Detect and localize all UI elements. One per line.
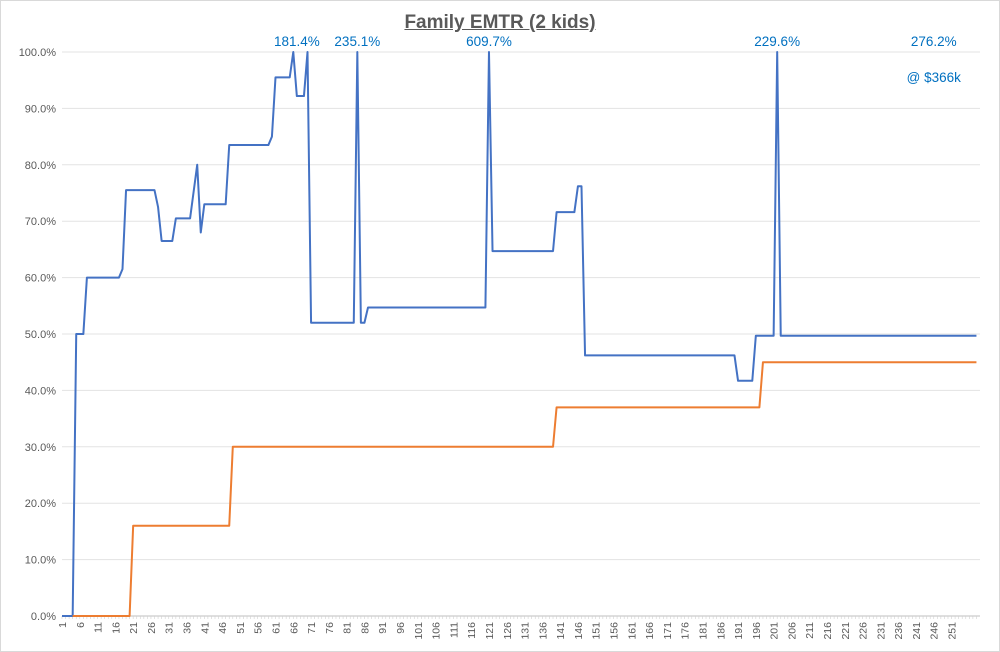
- x-tick-label: 206: [786, 622, 798, 640]
- y-tick-label: 50.0%: [25, 329, 56, 341]
- y-tick-label: 60.0%: [25, 273, 56, 285]
- annotation-label: 276.2%: [911, 34, 957, 49]
- x-tick-label: 126: [502, 622, 514, 640]
- x-tick-label: 241: [911, 622, 923, 640]
- x-tick-label: 6: [75, 622, 87, 628]
- y-tick-label: 30.0%: [25, 442, 56, 454]
- x-tick-label: 201: [769, 622, 781, 640]
- x-axis: 1 6 11 16 21 26 31 36 41 46 51 56 61 66 71 76 81 86 91 96 10…: [57, 616, 977, 640]
- x-tick-label: 246: [929, 622, 941, 640]
- y-tick-label: 0.0%: [31, 611, 56, 623]
- x-tick-label: 71: [306, 622, 318, 634]
- y-tick-label: 10.0%: [25, 555, 56, 567]
- x-tick-label: 96: [395, 622, 407, 634]
- annotation-label: @ $366k: [907, 70, 961, 85]
- y-tick-label: 70.0%: [25, 216, 56, 228]
- x-tick-label: 21: [128, 622, 140, 634]
- x-tick-label: 1: [57, 622, 69, 628]
- x-tick-label: 186: [715, 622, 727, 640]
- x-tick-label: 116: [466, 622, 478, 639]
- x-tick-label: 31: [164, 622, 176, 634]
- annotation-label: 609.7%: [466, 34, 512, 49]
- series-line-2: [72, 361, 977, 617]
- x-tick-label: 36: [182, 622, 194, 634]
- annotation-label: 235.1%: [334, 34, 380, 49]
- x-tick-label: 76: [324, 622, 336, 634]
- x-tick-label: 91: [377, 622, 389, 634]
- series-line-1: [62, 51, 977, 617]
- y-tick-label: 100.0%: [19, 47, 57, 59]
- x-tick-label: 216: [822, 622, 834, 640]
- annotation-label: 229.6%: [754, 34, 800, 49]
- x-tick-label: 251: [947, 622, 959, 640]
- x-tick-label: 26: [146, 622, 158, 634]
- x-tick-label: 61: [270, 622, 282, 634]
- x-tick-label: 56: [253, 622, 265, 634]
- x-tick-label: 176: [680, 622, 692, 640]
- y-tick-label: 40.0%: [25, 385, 56, 397]
- x-tick-label: 111: [448, 622, 460, 638]
- x-tick-label: 156: [609, 622, 621, 640]
- x-tick-label: 226: [858, 622, 870, 640]
- annotation-label: 181.4%: [274, 34, 320, 49]
- x-tick-label: 136: [537, 622, 549, 640]
- x-tick-label: 11: [93, 622, 105, 633]
- x-tick-label: 121: [484, 622, 496, 640]
- annotations: 181.4% 235.1% 609.7% 229.6% 276.2% @ $366k: [274, 34, 961, 85]
- x-tick-label: 236: [893, 622, 905, 640]
- x-tick-label: 51: [235, 622, 247, 634]
- y-tick-label: 20.0%: [25, 498, 56, 510]
- y-axis: 0.0% 10.0% 20.0% 30.0% 40.0% 50.0% 60.0% 70.0% 8…: [19, 47, 57, 623]
- x-tick-label: 131: [520, 622, 532, 640]
- x-tick-label: 221: [840, 622, 852, 640]
- x-tick-label: 16: [110, 622, 122, 634]
- x-tick-label: 81: [342, 622, 354, 634]
- x-tick-label: 146: [573, 622, 585, 640]
- x-ticks: 1 6 11 16 21 26 31 36 41 46 51 56 61 66 71 76 81 86 91 96 10…: [57, 616, 977, 640]
- y-tick-label: 80.0%: [25, 160, 56, 172]
- x-tick-label: 106: [431, 622, 443, 640]
- x-tick-label: 191: [733, 622, 745, 640]
- x-tick-label: 46: [217, 622, 229, 634]
- y-tick-label: 90.0%: [25, 103, 56, 115]
- series-lines: [62, 51, 977, 617]
- x-tick-label: 101: [413, 622, 425, 640]
- x-tick-label: 166: [644, 622, 656, 640]
- x-tick-label: 66: [288, 622, 300, 634]
- x-tick-label: 171: [662, 622, 674, 640]
- x-tick-label: 196: [751, 622, 763, 640]
- x-tick-label: 211: [804, 622, 816, 639]
- x-tick-label: 181: [697, 622, 709, 640]
- x-tick-label: 161: [626, 622, 638, 640]
- x-tick-label: 86: [359, 622, 371, 634]
- x-tick-label: 231: [875, 622, 887, 640]
- gridlines: [62, 51, 980, 617]
- x-tick-label: 141: [555, 622, 567, 640]
- chart-title: Family EMTR (2 kids): [404, 12, 596, 33]
- x-tick-label: 41: [199, 622, 211, 634]
- x-tick-label: 151: [591, 622, 603, 640]
